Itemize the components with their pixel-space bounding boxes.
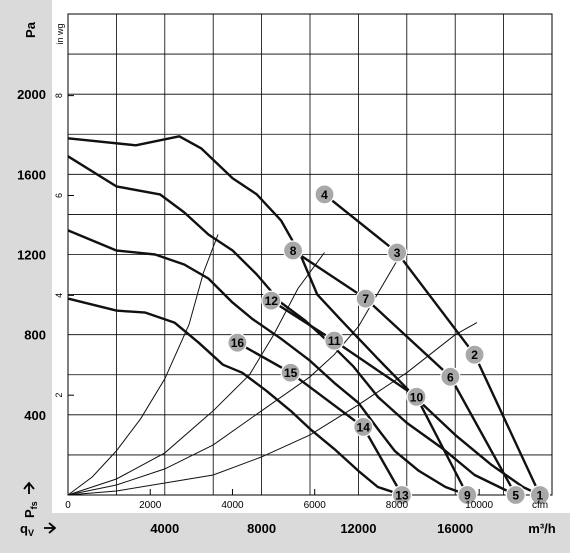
point-marker xyxy=(440,366,461,387)
point-label: 7 xyxy=(362,292,369,306)
plot-frame xyxy=(67,13,553,496)
axis-labels: 400 800 1200 1600 2000 Pa 2 4 6 8 in wg 0 2000 4000 60… xyxy=(17,21,556,538)
cfm-tick-label: 2000 xyxy=(139,500,162,511)
m3h-tick-label: 12000 xyxy=(340,521,376,536)
system-curve xyxy=(67,260,398,496)
operating-point-8: 8 xyxy=(282,240,304,261)
m3h-tick-label: 4000 xyxy=(150,521,179,536)
point-label: 10 xyxy=(410,390,424,404)
operating-point-9: 9 xyxy=(457,484,478,506)
point-marker xyxy=(457,484,478,506)
axes xyxy=(67,13,553,496)
fan-curve xyxy=(67,155,517,497)
system-curve xyxy=(67,252,325,496)
operating-point-7: 7 xyxy=(355,288,376,309)
inwg-axis-unit: in wg xyxy=(55,23,65,44)
pa-tick-label: 800 xyxy=(24,328,46,343)
operating-point-11: 11 xyxy=(324,330,345,351)
cfm-tick-label: 6000 xyxy=(304,500,327,511)
point-marker xyxy=(387,242,408,263)
inwg-tick-label: 4 xyxy=(54,293,64,298)
system-curve xyxy=(67,234,219,496)
point-label: 2 xyxy=(471,348,478,362)
pa-axis-unit: Pa xyxy=(23,21,38,38)
flow-axis-arrow xyxy=(44,522,57,534)
inwg-tick-label: 2 xyxy=(54,393,64,398)
operating-point-2: 2 xyxy=(464,344,485,365)
point-label: 6 xyxy=(447,370,454,384)
point-label: 5 xyxy=(512,489,519,503)
pa-tick-label: 2000 xyxy=(17,87,46,102)
point-marker xyxy=(355,288,376,309)
operating-line xyxy=(270,299,469,496)
operating-line xyxy=(236,341,404,496)
point-marker xyxy=(282,240,304,261)
point-marker xyxy=(391,484,413,506)
cfm-tick-label: 10000 xyxy=(465,500,493,511)
operating-point-14: 14 xyxy=(353,416,374,437)
bottom-axis-panel xyxy=(0,513,570,553)
point-label: 9 xyxy=(464,489,471,503)
point-label: 8 xyxy=(290,244,297,258)
operating-line xyxy=(292,249,517,496)
operating-point-16: 16 xyxy=(227,332,248,353)
m3h-tick-label: 16000 xyxy=(437,521,473,536)
inwg-tick-label: 6 xyxy=(54,193,64,198)
point-marker xyxy=(314,184,335,205)
operating-line xyxy=(323,193,541,496)
operating-point-1: 1 xyxy=(529,484,551,506)
point-marker xyxy=(261,290,282,311)
operating-point-13: 13 xyxy=(391,484,413,506)
pa-tick-label: 1600 xyxy=(17,167,46,182)
inwg-tick-label: 8 xyxy=(54,93,64,98)
point-label: 16 xyxy=(231,336,245,350)
cfm-tick-label: 0 xyxy=(65,500,71,511)
point-marker xyxy=(353,416,374,437)
pa-tick-label: 400 xyxy=(24,408,46,423)
cfm-tick-label: 4000 xyxy=(221,500,244,511)
left-axis-panel xyxy=(0,0,52,521)
point-label: 3 xyxy=(394,246,401,260)
point-marker xyxy=(324,330,345,351)
operating-point-10: 10 xyxy=(406,386,427,407)
point-marker xyxy=(406,386,427,407)
pressure-axis-arrow xyxy=(23,481,35,494)
cfm-axis-unit: cfm xyxy=(532,500,548,511)
system-curve xyxy=(67,322,478,496)
point-label: 1 xyxy=(537,489,544,503)
pressure-axis-subscript: fs xyxy=(29,501,39,509)
point-marker xyxy=(280,362,301,383)
operating-point-15: 15 xyxy=(280,362,301,383)
operating-point-12: 12 xyxy=(261,290,282,311)
operating-point-6: 6 xyxy=(440,366,461,387)
curves xyxy=(67,135,541,497)
operating-point-5: 5 xyxy=(505,484,526,506)
operating-point-4: 4 xyxy=(314,184,335,205)
fan-curve xyxy=(67,229,468,497)
flow-axis-subscript: V xyxy=(28,528,34,538)
operating-point-3: 3 xyxy=(387,242,408,263)
point-label: 11 xyxy=(328,334,341,348)
point-label: 4 xyxy=(321,188,328,202)
m3h-axis-unit: m³/h xyxy=(528,521,556,536)
cfm-tick-label: 8000 xyxy=(386,500,409,511)
m3h-tick-label: 8000 xyxy=(247,521,276,536)
point-label: 14 xyxy=(357,420,371,434)
point-marker xyxy=(505,484,526,506)
fan-curve xyxy=(67,297,403,497)
point-marker xyxy=(529,484,551,506)
pa-tick-label: 1200 xyxy=(17,248,46,263)
point-marker xyxy=(227,332,248,353)
point-marker xyxy=(464,344,485,365)
point-label: 13 xyxy=(395,489,409,503)
point-label: 15 xyxy=(284,366,298,380)
point-label: 12 xyxy=(265,294,279,308)
